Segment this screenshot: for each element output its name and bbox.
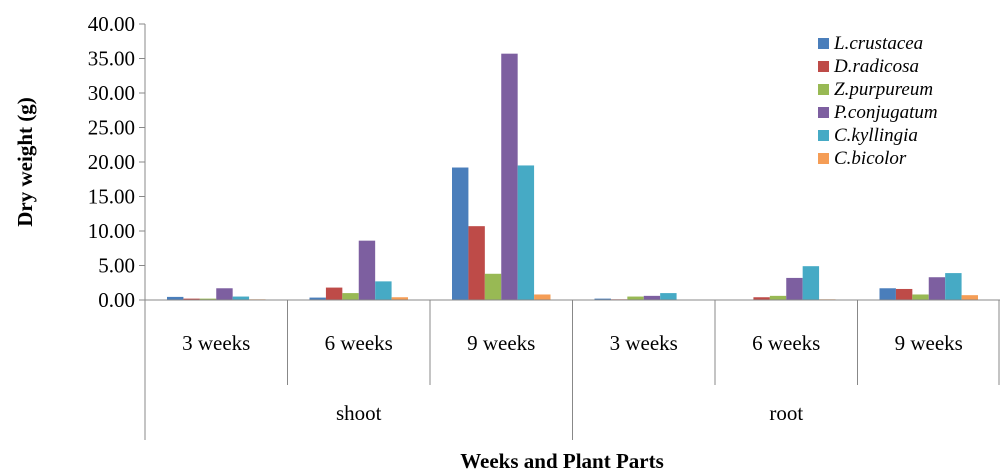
legend-swatch	[818, 153, 829, 164]
bar-l-crustacea	[594, 298, 611, 300]
legend-label: C.bicolor	[834, 148, 907, 169]
bar-z-purpureum	[769, 295, 787, 300]
bar-l-crustacea	[167, 296, 184, 300]
bar-l-crustacea	[309, 297, 326, 300]
y-tick-label: 25.00	[88, 116, 135, 140]
bar-z-purpureum	[342, 293, 359, 300]
group-label: root	[769, 401, 803, 425]
group-label: shoot	[336, 401, 382, 425]
x-tick-label: 6 weeks	[752, 331, 820, 355]
x-axis-title: Weeks and Plant Parts	[460, 449, 664, 473]
bar-z-purpureum	[484, 273, 502, 300]
y-tick-label: 20.00	[88, 150, 135, 174]
x-tick-label: 3 weeks	[610, 331, 678, 355]
y-tick-label: 30.00	[88, 81, 135, 105]
x-tick-label: 3 weeks	[182, 331, 250, 355]
bar-p-conjugatum	[928, 277, 946, 300]
legend-label: Z.purpureum	[834, 79, 933, 100]
bar-l-crustacea	[452, 167, 469, 300]
bar-c-kyllingia	[802, 266, 820, 300]
bar-d-radicosa	[895, 288, 913, 300]
bar-c-bicolor	[391, 297, 408, 300]
x-tick-label: 6 weeks	[325, 331, 393, 355]
y-axis-title: Dry weight (g)	[13, 97, 37, 226]
y-tick-label: 40.00	[88, 12, 135, 36]
bar-p-conjugatum	[786, 277, 803, 300]
legend: L.crustaceaD.radicosaZ.purpureumP.conjug…	[818, 33, 938, 169]
bars	[167, 53, 978, 300]
bar-d-radicosa	[753, 297, 770, 300]
y-tick-label: 35.00	[88, 47, 135, 71]
bar-p-conjugatum	[216, 288, 233, 300]
bar-z-purpureum	[199, 298, 217, 300]
bar-c-bicolor	[534, 294, 551, 300]
bar-c-kyllingia	[660, 293, 677, 300]
y-tick-label: 5.00	[98, 254, 135, 278]
legend-label: C.kyllingia	[834, 125, 918, 146]
bar-z-purpureum	[912, 294, 929, 300]
bar-z-purpureum	[627, 296, 644, 300]
x-tick-label: 9 weeks	[467, 331, 535, 355]
x-tick-label: 9 weeks	[895, 331, 963, 355]
y-tick-label: 0.00	[98, 288, 135, 312]
legend-label: L.crustacea	[833, 33, 923, 54]
legend-swatch	[818, 61, 829, 72]
bar-d-radicosa	[183, 298, 200, 300]
legend-swatch	[818, 38, 829, 49]
x-axis-labels: 3 weeks 6 weeks 9 weeks 3 weeks 6 weeks 9 wee…	[182, 331, 963, 425]
bar-d-radicosa	[325, 287, 343, 300]
bar-l-crustacea	[879, 288, 896, 300]
legend-label: P.conjugatum	[833, 102, 938, 123]
bar-c-bicolor	[961, 295, 978, 300]
bar-p-conjugatum	[501, 53, 518, 300]
bar-c-kyllingia	[375, 281, 392, 300]
bar-p-conjugatum	[358, 240, 376, 300]
legend-swatch	[818, 84, 829, 95]
bar-c-kyllingia	[517, 165, 535, 300]
y-axis-ticks: 0.00 5.00 10.00 15.00 20.00 25.00 30.00 35.00 40…	[88, 12, 145, 312]
legend-swatch	[818, 130, 829, 141]
bar-p-conjugatum	[643, 295, 661, 300]
bar-d-radicosa	[468, 226, 485, 300]
axes	[144, 24, 1000, 440]
bar-c-kyllingia	[945, 273, 962, 300]
y-tick-label: 15.00	[88, 185, 135, 209]
legend-swatch	[818, 107, 829, 118]
bar-c-kyllingia	[232, 296, 250, 300]
y-tick-label: 10.00	[88, 219, 135, 243]
legend-label: D.radicosa	[833, 56, 919, 77]
